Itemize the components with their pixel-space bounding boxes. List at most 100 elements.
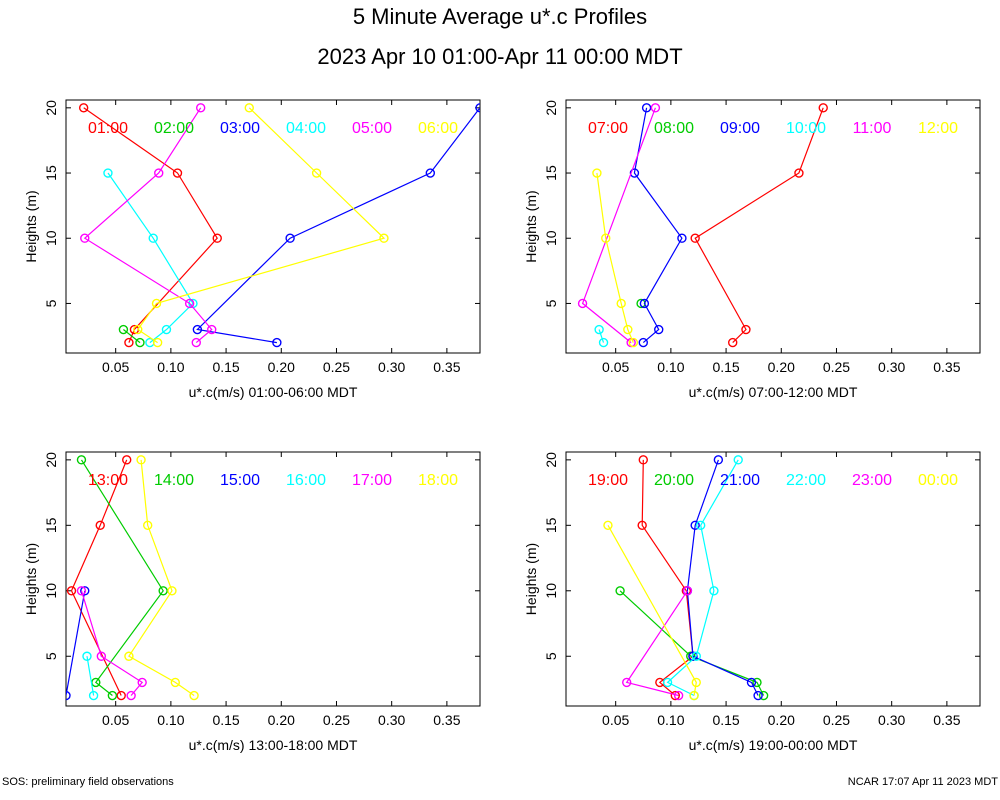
data-point [170,677,180,688]
data-point [598,337,609,348]
data-point [728,337,738,348]
legend-entry: 04:00 [286,120,326,137]
series-0500 [80,103,217,348]
x-tick-label: 0.05 [102,712,129,728]
data-point [78,103,89,113]
chart-panel-4: 0.05 0.10 0.15 0.20 0.25 0.30 0.35 5 10 15 20 u*.c(… [523,451,981,753]
series-line [619,590,765,696]
data-point [96,651,107,661]
data-point [167,586,177,596]
y-tick-label: 15 [43,517,59,533]
legend-entry: 19:00 [588,472,628,489]
series-line [596,172,634,343]
data-point [758,690,769,701]
x-tick-label: 0.15 [212,712,239,728]
data-point [126,690,136,701]
data-point [124,337,134,348]
data-point [592,168,602,178]
x-tick-label: 0.30 [378,712,405,728]
data-point [475,103,480,113]
series-0600 [133,103,389,348]
series-1800 [124,455,199,701]
data-point [690,233,700,243]
y-tick-label: 15 [543,165,559,181]
legend-entry: 23:00 [852,472,892,489]
x-axis-label: u*.c(m/s) 19:00-00:00 MDT [689,737,858,753]
data-point [285,233,295,243]
x-tick-label: 0.35 [933,359,960,375]
data-point [650,103,661,113]
plot-frame [65,451,481,707]
series-line [66,590,86,696]
data-point [80,233,90,243]
x-tick-label: 0.25 [323,359,350,375]
legend-entry: 00:00 [918,472,958,489]
data-point [628,337,639,348]
chart-panel-3: 0.05 0.10 0.15 0.20 0.25 0.30 0.35 5 10 15 20 u*.c(… [23,451,481,753]
data-point [622,677,632,688]
legend-entry: 13:00 [88,472,128,489]
series-2100 [682,455,763,701]
legend-entry: 06:00 [418,120,458,137]
legend-entry: 18:00 [418,472,458,489]
series-line [607,525,697,696]
legend-entry: 14:00 [154,472,194,489]
x-tick-label: 0.30 [878,712,905,728]
legend-entry: 15:00 [220,472,260,489]
x-tick-label: 0.30 [378,359,405,375]
x-tick-label: 0.10 [157,712,184,728]
series-2200 [662,455,743,701]
series-line [136,107,386,344]
series-line [633,107,683,344]
y-axis-label: Heights (m) [23,190,39,262]
series-1700 [76,586,147,701]
x-tick-label: 0.35 [433,359,460,375]
data-point [124,651,134,661]
series-2300 [622,586,693,701]
chart-title: 5 Minute Average u*.c Profiles [352,4,648,29]
plot-frame [565,451,981,707]
data-point [207,324,217,335]
data-point [623,324,633,335]
data-point [136,455,146,465]
x-tick-label: 0.25 [823,712,850,728]
series-line [196,107,480,344]
x-tick-label: 0.35 [433,712,460,728]
data-point [639,298,650,309]
data-point [594,324,604,335]
data-point [184,298,195,309]
data-point [629,168,640,178]
data-point [107,690,118,701]
chart-panel-2: 0.05 0.10 0.15 0.20 0.25 0.30 0.35 5 10 15 20 u*.c(… [523,99,981,400]
legend-entry: 03:00 [220,120,260,137]
data-point [654,324,664,335]
y-tick-label: 5 [43,299,59,307]
data-point [135,337,145,348]
y-tick-label: 10 [43,230,59,246]
data-point [116,690,126,701]
data-point [818,103,828,113]
x-tick-label: 0.05 [102,359,129,375]
data-point [741,324,751,335]
data-point [195,103,206,113]
legend-entry: 20:00 [654,472,694,489]
data-point [713,455,724,465]
data-point [615,586,625,596]
data-point [638,455,648,465]
x-axis-label: u*.c(m/s) 01:00-06:00 MDT [189,384,358,400]
data-point [425,168,436,178]
x-tick-label: 0.35 [933,712,960,728]
series-0700 [690,103,828,348]
series-line [128,459,195,696]
x-tick-label: 0.20 [268,712,295,728]
data-point [311,168,322,178]
series-0200 [118,324,145,348]
x-tick-label: 0.25 [323,712,350,728]
x-tick-label: 0.10 [157,359,184,375]
series-line [83,107,213,344]
data-point [690,520,700,531]
x-tick-label: 0.10 [657,712,684,728]
plot-frame [565,99,981,354]
data-point [161,324,172,335]
